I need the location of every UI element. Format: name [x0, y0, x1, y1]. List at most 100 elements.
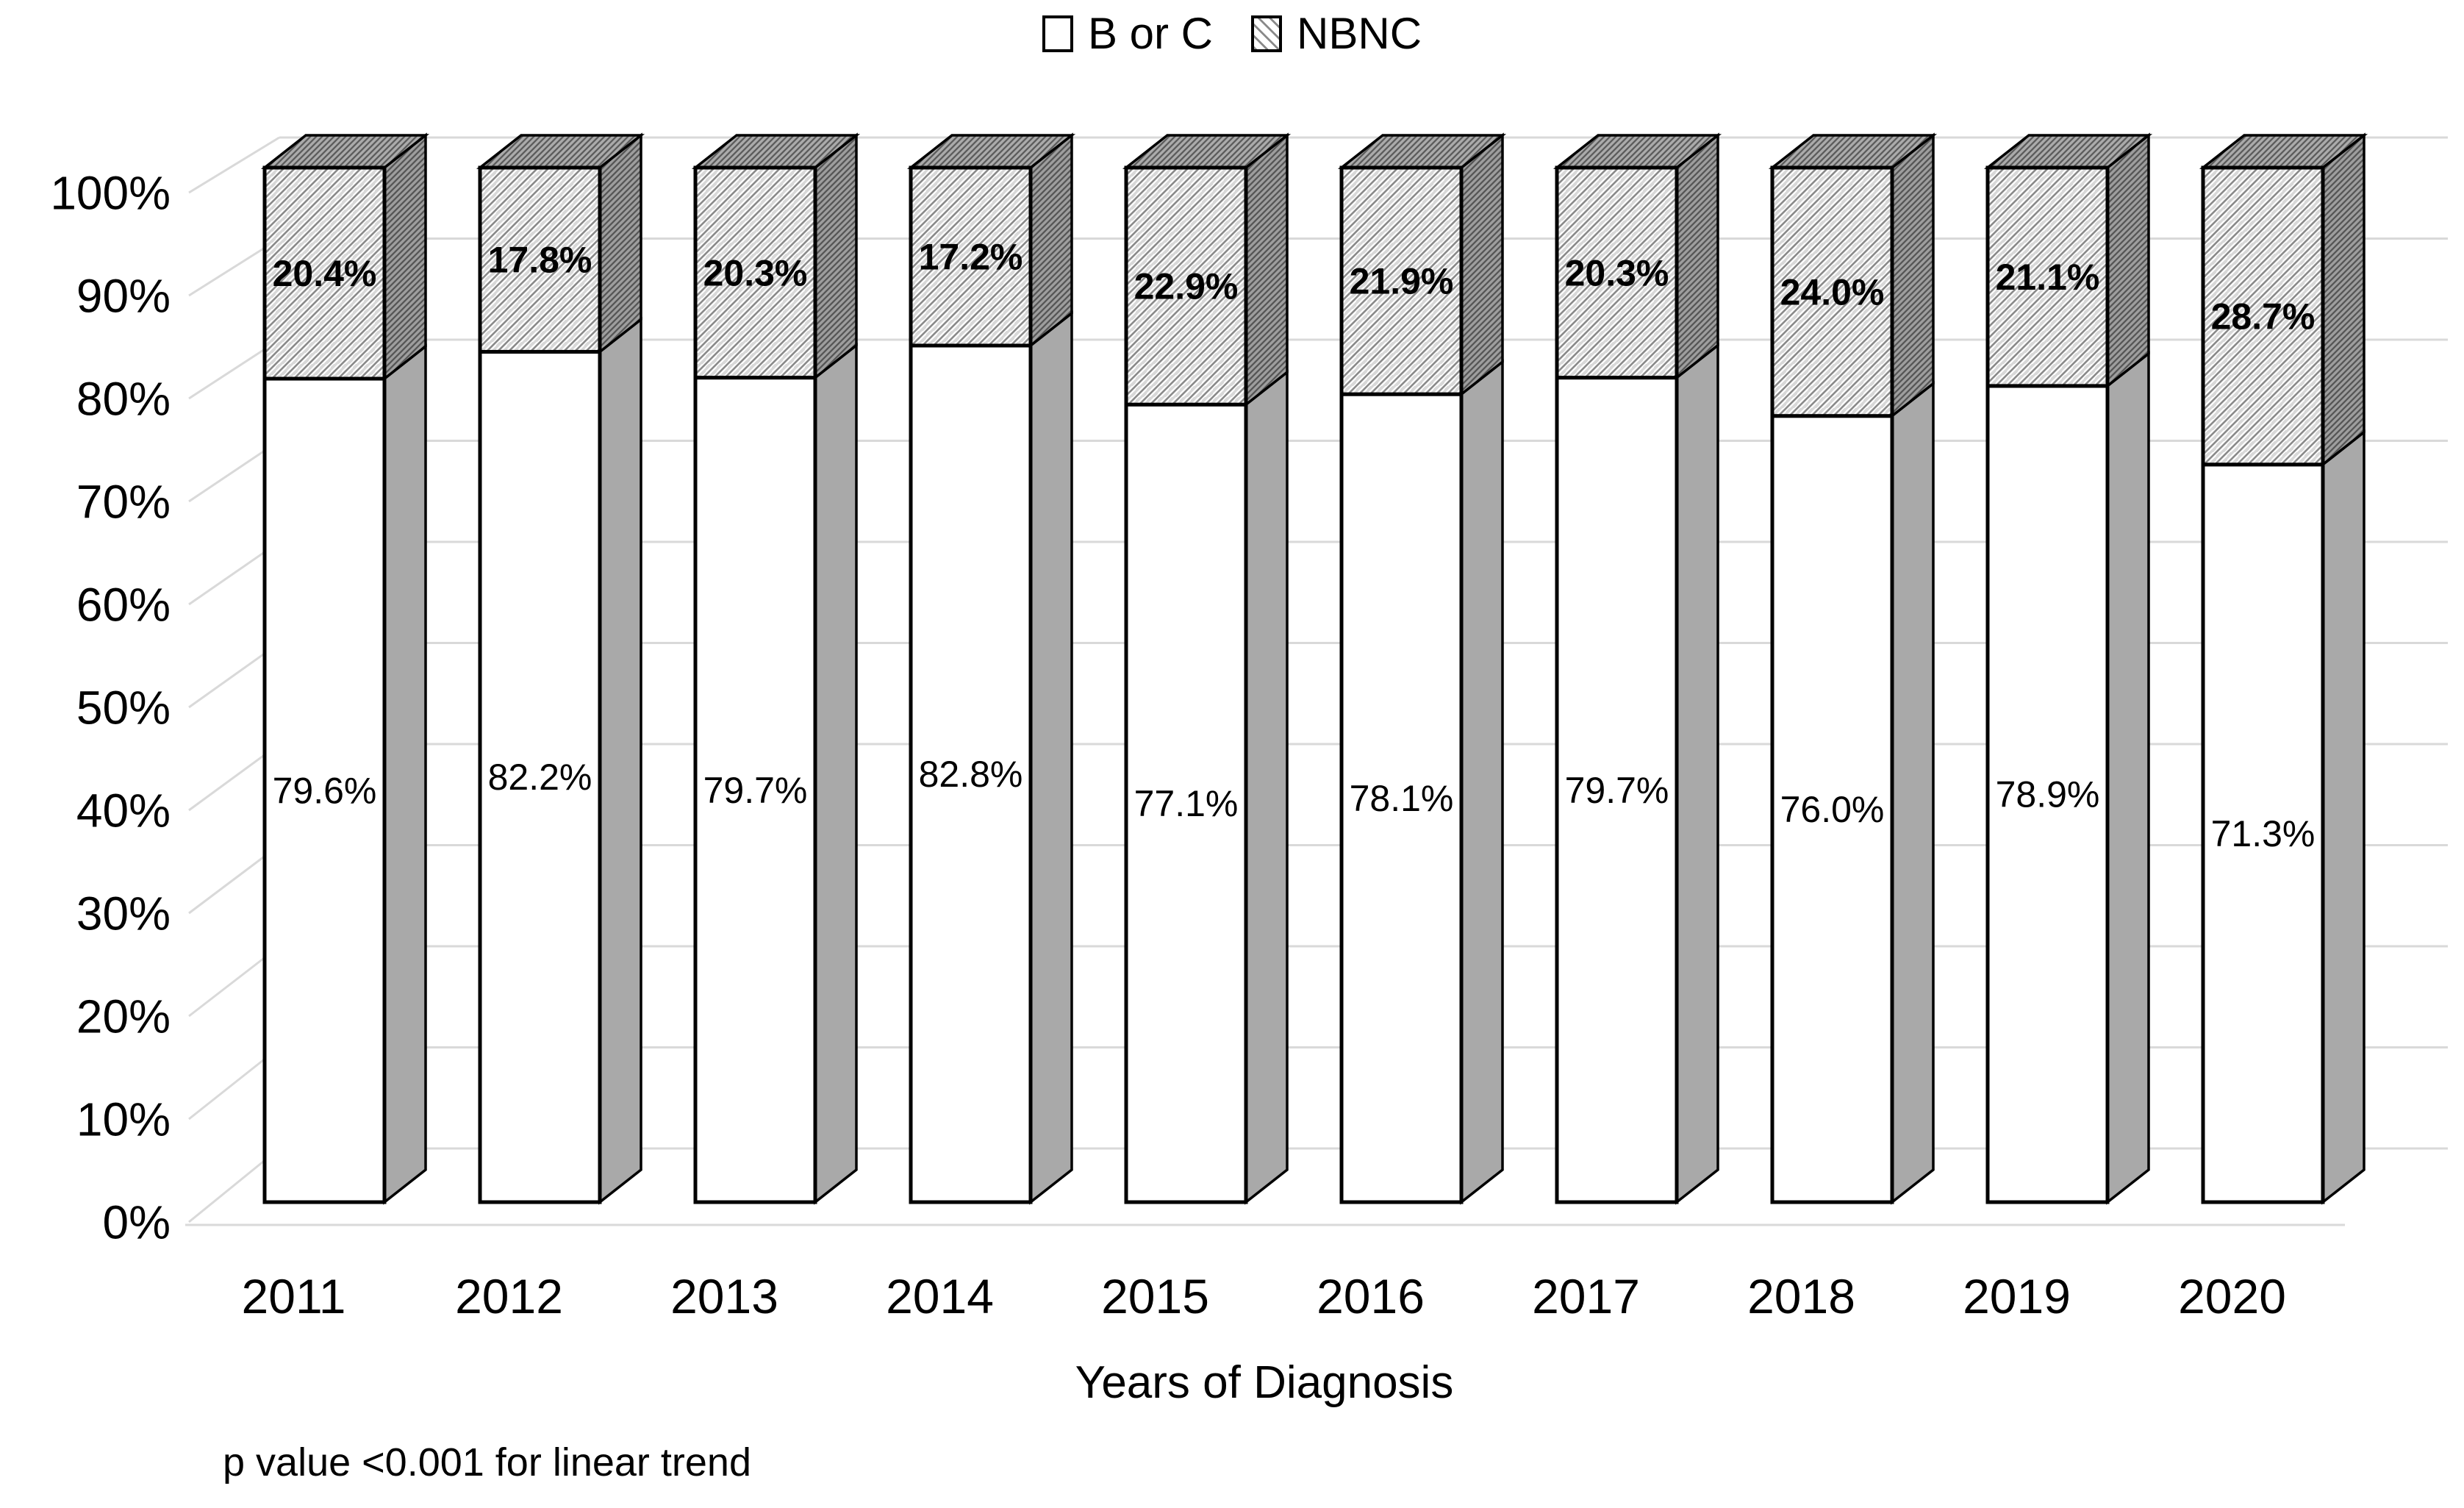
- bar-2014-borc-segment: [909, 343, 1033, 1204]
- y-axis-label-100: 100%: [50, 166, 171, 219]
- bar-2013-nbnc-side: [814, 132, 858, 381]
- legend-item-b-or-c: B or C: [1042, 12, 1213, 56]
- bar-2011-nbnc-side: [383, 132, 427, 382]
- x-axis-label-2018: 2018: [1747, 1269, 1855, 1323]
- bar-2015-nbnc-side: [1244, 132, 1289, 407]
- bar-2012-borc-label: 82.2%: [488, 757, 592, 798]
- bar-2013: 20.3% 79.7%: [691, 132, 861, 1205]
- bar-2015-nbnc-segment: [1124, 165, 1248, 407]
- x-axis-label-2020: 2020: [2178, 1269, 2286, 1323]
- bar-2011: 20.4% 79.6%: [260, 132, 430, 1205]
- bar-2014-nbnc-side: [1029, 132, 1073, 349]
- legend: B or C NBNC: [0, 12, 2464, 56]
- bar-2020-borc-label: 71.3%: [2211, 813, 2316, 854]
- bar-2019-nbnc-segment: [1985, 165, 2110, 388]
- bar-2012-nbnc-label: 17.8%: [488, 240, 592, 281]
- bar-2018-borc-side: [1891, 381, 1935, 1205]
- p-value-footnote: p value <0.001 for linear trend: [223, 1440, 751, 1484]
- bar-2016-borc-label: 78.1%: [1350, 778, 1454, 819]
- bar-2020-nbnc-side: [2321, 132, 2365, 468]
- y-axis-label-60: 60%: [76, 578, 171, 631]
- legend-label-nbnc: NBNC: [1297, 9, 1422, 58]
- bar-2017-nbnc-segment: [1555, 165, 1679, 380]
- y-axis-label-80: 80%: [76, 372, 171, 425]
- bar-2017-borc-segment: [1555, 376, 1679, 1204]
- bar-2019: 21.1% 78.9%: [1983, 132, 2153, 1205]
- bar-2016-nbnc-label: 21.9%: [1350, 261, 1454, 302]
- y-axis-labels: 0% 10% 20% 30% 40% 50% 60% 70% 80% 90% 100%: [50, 166, 171, 1248]
- x-axis-label-2014: 2014: [886, 1269, 994, 1323]
- y-axis-label-40: 40%: [76, 784, 171, 837]
- bar-2017-borc-side: [1675, 343, 1719, 1205]
- y-axis-label-30: 30%: [76, 887, 171, 940]
- bar-2014-borc-side: [1029, 310, 1073, 1205]
- bar-2014-nbnc-label: 17.2%: [919, 237, 1023, 278]
- bar-2015: 22.9% 77.1%: [1122, 132, 1292, 1205]
- bar-2015-borc-label: 77.1%: [1134, 783, 1239, 824]
- bar-2018-nbnc-label: 24.0%: [1780, 271, 1885, 312]
- bar-2012-borc-segment: [478, 349, 602, 1204]
- bar-2011-borc-side: [383, 343, 427, 1205]
- bar-2015-borc-side: [1244, 369, 1289, 1205]
- bar-2019-borc-label: 78.9%: [1996, 773, 2100, 815]
- y-axis-label-90: 90%: [76, 269, 171, 322]
- bar-2017-borc-label: 79.7%: [1565, 770, 1669, 811]
- bar-2012-nbnc-segment: [478, 165, 602, 354]
- bar-2019-nbnc-label: 21.1%: [1996, 257, 2100, 298]
- bar-2018: 24.0% 76.0%: [1768, 132, 1938, 1205]
- bar-2016-borc-segment: [1339, 392, 1464, 1204]
- bar-2012: 17.8% 82.2%: [476, 132, 645, 1205]
- x-axis-title: Years of Diagnosis: [1075, 1357, 1454, 1408]
- x-axis-label-2017: 2017: [1532, 1269, 1640, 1323]
- bar-2020-nbnc-label: 28.7%: [2211, 296, 2316, 337]
- x-axis-label-2016: 2016: [1317, 1269, 1425, 1323]
- bar-2016-nbnc-segment: [1339, 165, 1464, 396]
- bar-2015-borc-segment: [1124, 402, 1248, 1204]
- legend-item-nbnc: NBNC: [1251, 12, 1422, 56]
- x-axis-label-2015: 2015: [1101, 1269, 1209, 1323]
- bar-2011-nbnc-label: 20.4%: [273, 253, 377, 294]
- bar-2011-nbnc-segment: [262, 165, 387, 381]
- x-axis-label-2011: 2011: [242, 1269, 346, 1323]
- y-tick-100: [188, 136, 280, 194]
- bar-2018-nbnc-segment: [1770, 165, 1894, 418]
- bar-2013-borc-label: 79.7%: [703, 770, 808, 811]
- x-axis-label-2012: 2012: [455, 1269, 563, 1323]
- bars-layer: 20.4% 79.6% 17.8% 82.2% 20.3% 79.7% 17.2% 82.8%…: [260, 132, 2368, 1205]
- y-axis-label-0: 0%: [103, 1196, 171, 1248]
- x-axis-label-2013: 2013: [670, 1269, 778, 1323]
- bar-2019-borc-segment: [1985, 384, 2110, 1204]
- bar-2013-borc-segment: [693, 376, 817, 1204]
- bar-2018-nbnc-side: [1891, 132, 1935, 419]
- x-axis-labels: 2011 2012 2013 2014 2015 2016 2017 2018 2019 2020: [242, 1269, 2286, 1323]
- bar-2011-borc-label: 79.6%: [273, 771, 377, 812]
- bar-2012-nbnc-side: [598, 132, 642, 355]
- legend-swatch-nbnc-icon: [1251, 15, 1283, 52]
- bar-2014-borc-label: 82.8%: [919, 754, 1023, 795]
- y-axis-label-50: 50%: [76, 681, 171, 734]
- bar-2016-borc-side: [1460, 359, 1504, 1205]
- bar-2020-borc-side: [2321, 429, 2365, 1205]
- bar-2012-borc-side: [598, 316, 642, 1205]
- bar-2013-borc-side: [814, 343, 858, 1205]
- bar-2011-borc-segment: [262, 376, 387, 1204]
- y-axis-label-20: 20%: [76, 990, 171, 1043]
- y-axis-label-70: 70%: [76, 475, 171, 528]
- bar-2013-nbnc-label: 20.3%: [703, 252, 808, 293]
- bar-2020-nbnc-segment: [2201, 165, 2325, 467]
- bar-2013-nbnc-segment: [693, 165, 817, 380]
- y-axis-label-10: 10%: [76, 1093, 171, 1146]
- bar-2018-borc-label: 76.0%: [1780, 789, 1885, 830]
- bar-2016-nbnc-side: [1460, 132, 1504, 397]
- bar-2014-nbnc-segment: [909, 165, 1033, 348]
- bar-2017: 20.3% 79.7%: [1552, 132, 1722, 1205]
- bar-2016: 21.9% 78.1%: [1337, 132, 1507, 1205]
- bar-2019-borc-side: [2106, 351, 2150, 1205]
- x-axis-label-2019: 2019: [1963, 1269, 2071, 1323]
- bar-2020: 28.7% 71.3%: [2199, 132, 2368, 1205]
- legend-label-b-or-c: B or C: [1087, 9, 1214, 58]
- bar-2014: 17.2% 82.8%: [906, 132, 1076, 1205]
- bar-2015-nbnc-label: 22.9%: [1134, 266, 1239, 307]
